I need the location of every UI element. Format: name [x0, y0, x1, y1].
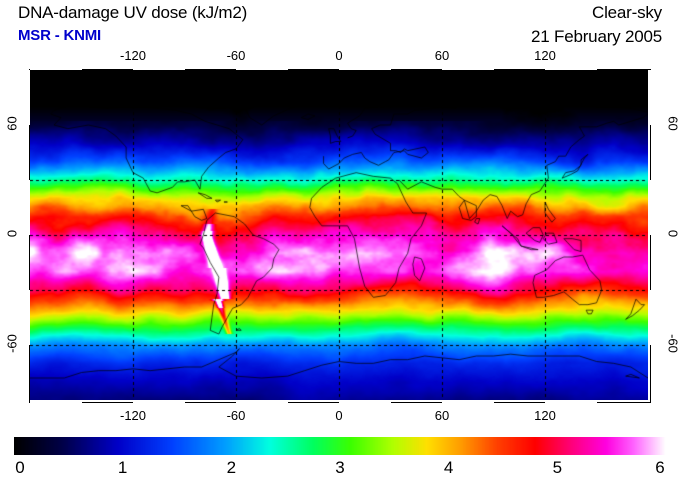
x-tick-label: 0: [335, 48, 343, 63]
sky-condition-label: Clear-sky: [592, 3, 662, 22]
y-tick-label-right: 0: [666, 217, 678, 251]
x-tick-label: -120: [119, 408, 147, 423]
y-tick-label-left: 0: [4, 229, 20, 238]
y-tick-label-right: -60: [665, 334, 678, 353]
tick-segment: [442, 400, 494, 404]
tick-segment: [133, 400, 185, 404]
tick-segment: [648, 70, 652, 125]
colorbar-tick-label: 3: [335, 458, 345, 477]
colorbar-tick-label: 0: [15, 458, 25, 477]
tick-segment: [648, 290, 652, 345]
colorbar-tick-label: 4: [443, 458, 454, 477]
x-tick-label: 120: [534, 408, 556, 423]
tick-bar: [30, 400, 648, 404]
tick-segment: [648, 180, 652, 235]
date-label: 21 February 2005: [531, 27, 662, 46]
x-tick-label: 60: [434, 48, 450, 63]
colorbar-tick-label: 5: [552, 458, 563, 477]
x-tick-label: 120: [534, 48, 556, 63]
y-tick-label-left: -60: [4, 334, 20, 353]
colorbar-tick-label: 1: [117, 458, 128, 477]
x-tick-label: -60: [226, 48, 246, 63]
figure-title: DNA-damage UV dose (kJ/m2): [18, 3, 248, 22]
y-tick-label-right: 60: [665, 116, 678, 131]
colorbar-gradient: [14, 437, 666, 455]
tick-segment: [339, 400, 391, 404]
uv-dose-heatmap: [30, 70, 648, 400]
tick-bar: [648, 70, 652, 400]
colorbar-tick-label: 2: [226, 458, 237, 477]
x-tick-label: 0: [335, 408, 343, 423]
x-tick-label: -60: [226, 408, 246, 423]
map-plot-area: [30, 70, 648, 400]
tick-segment: [236, 400, 288, 404]
tick-segment: [545, 400, 597, 404]
y-tick-label-left: 60: [4, 116, 20, 131]
x-tick-label: 60: [434, 408, 450, 423]
x-tick-label: -120: [119, 48, 147, 63]
institute-label: MSR - KNMI: [18, 27, 101, 44]
tick-segment: [30, 400, 82, 404]
colorbar-tick-label: 6: [655, 458, 665, 477]
colorbar: [14, 437, 666, 455]
